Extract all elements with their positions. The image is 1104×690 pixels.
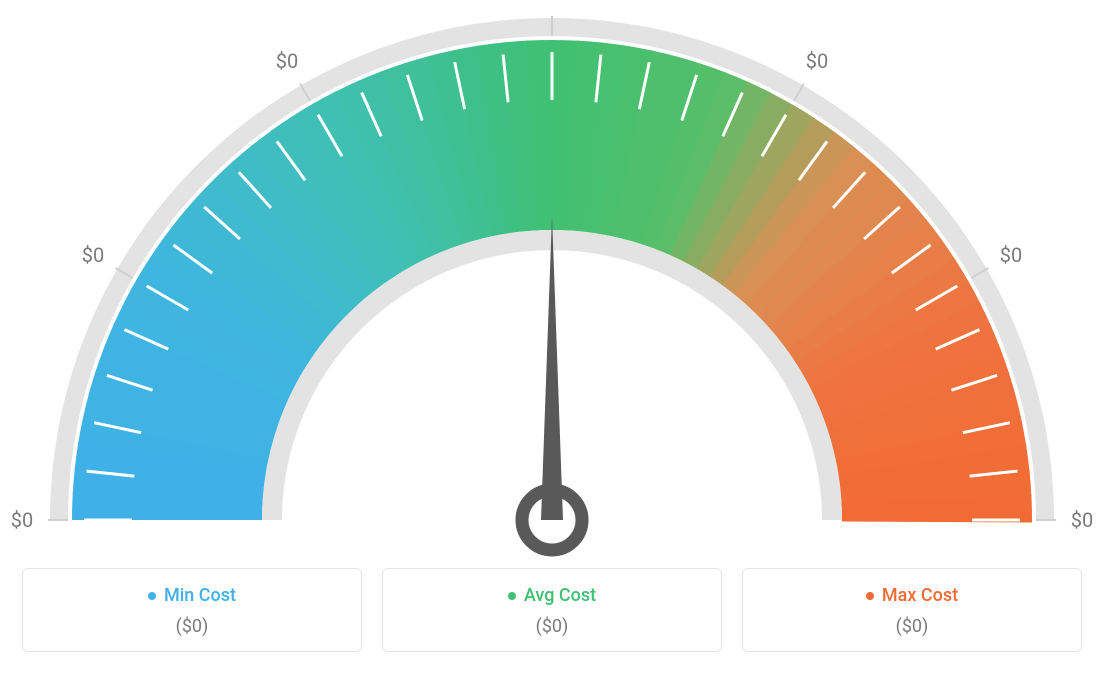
gauge-svg <box>0 0 1104 560</box>
legend-value-max: ($0) <box>743 616 1081 637</box>
gauge-tick-label: $0 <box>1071 508 1093 532</box>
gauge-tick-label: $0 <box>541 0 563 2</box>
legend-card-avg: Avg Cost ($0) <box>382 568 722 652</box>
gauge-tick-label: $0 <box>11 508 33 532</box>
legend-row: Min Cost ($0) Avg Cost ($0) Max Cost ($0… <box>22 568 1082 652</box>
legend-title-min: Min Cost <box>23 585 361 606</box>
legend-dot-max <box>866 592 874 600</box>
gauge-area: $0 $0 $0 $0 $0 $0 $0 <box>0 0 1104 560</box>
legend-title-avg: Avg Cost <box>383 585 721 606</box>
legend-title-max: Max Cost <box>743 585 1081 606</box>
legend-dot-avg <box>508 592 516 600</box>
gauge-tick-label: $0 <box>806 49 828 73</box>
legend-card-min: Min Cost ($0) <box>22 568 362 652</box>
legend-label-max: Max Cost <box>882 585 958 606</box>
gauge-tick-label: $0 <box>276 49 298 73</box>
legend-label-avg: Avg Cost <box>524 585 596 606</box>
legend-card-max: Max Cost ($0) <box>742 568 1082 652</box>
legend-value-avg: ($0) <box>383 616 721 637</box>
legend-value-min: ($0) <box>23 616 361 637</box>
legend-dot-min <box>148 592 156 600</box>
gauge-tick-label: $0 <box>1000 243 1022 267</box>
legend-label-min: Min Cost <box>164 585 236 606</box>
gauge-tick-label: $0 <box>82 243 104 267</box>
gauge-chart-container: $0 $0 $0 $0 $0 $0 $0 Min Cost ($0) Avg Cost ($… <box>0 0 1104 690</box>
